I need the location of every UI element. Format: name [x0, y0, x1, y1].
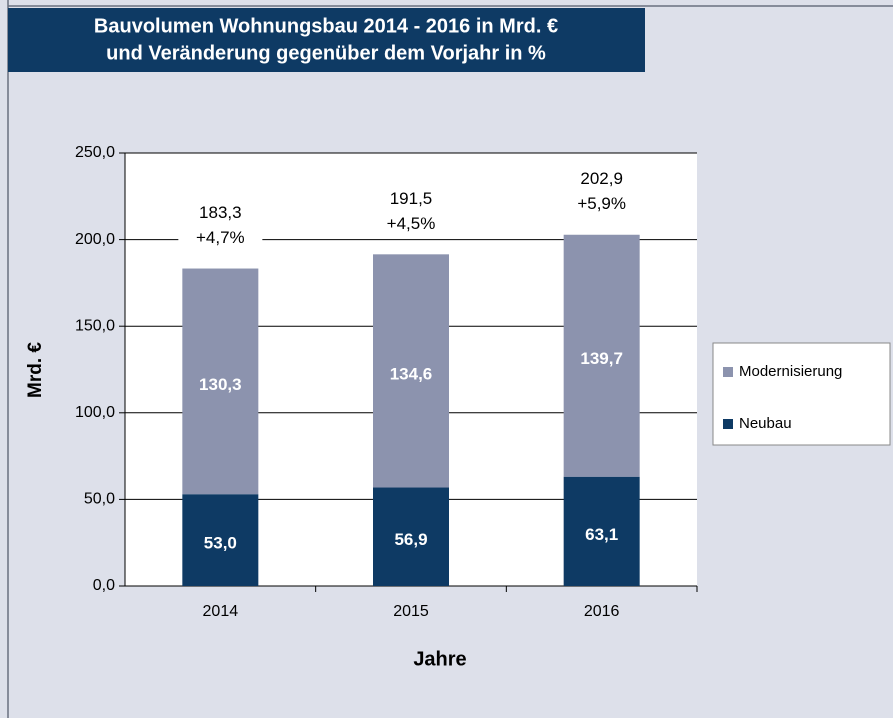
- data-label: 63,1: [585, 525, 618, 544]
- bar-segment: [563, 234, 640, 477]
- data-label: 134,6: [390, 364, 433, 383]
- x-tick-label: 2015: [393, 603, 429, 620]
- legend-label: Neubau: [739, 415, 792, 432]
- total-label: 191,5: [390, 189, 433, 208]
- x-tick-label: 2014: [203, 603, 239, 620]
- y-tick-label: 50,0: [84, 491, 115, 508]
- legend-swatch: [723, 419, 733, 429]
- data-label: 130,3: [199, 375, 242, 394]
- legend-label: Modernisierung: [739, 363, 842, 380]
- y-tick-label: 0,0: [93, 577, 115, 594]
- change-label: +4,5%: [387, 214, 436, 233]
- change-label: +4,7%: [196, 228, 245, 247]
- data-label: 139,7: [580, 349, 623, 368]
- title-box: [8, 8, 645, 72]
- y-tick-label: 150,0: [75, 317, 115, 334]
- data-label: 53,0: [204, 534, 237, 553]
- data-label: 56,9: [394, 530, 427, 549]
- y-tick-label: 200,0: [75, 231, 115, 248]
- legend: [712, 342, 891, 446]
- total-label: 202,9: [580, 169, 623, 188]
- bar-segment: [373, 254, 449, 488]
- y-tick-label: 100,0: [75, 404, 115, 421]
- bar-segment: [373, 487, 449, 586]
- bar-segment: [182, 494, 259, 586]
- change-label: +5,9%: [577, 194, 626, 213]
- chart-title: Bauvolumen Wohnungsbau 2014 - 2016 in Mr…: [94, 15, 558, 37]
- annotation-bg: [369, 186, 453, 239]
- annotation-bg: [559, 166, 644, 219]
- x-tick-label: 2016: [584, 603, 620, 620]
- legend-swatch: [723, 367, 733, 377]
- bar-segment: [182, 268, 259, 495]
- annotation-bg: [178, 200, 263, 253]
- x-axis-title: Jahre: [413, 648, 466, 670]
- chart-title: und Veränderung gegenüber dem Vorjahr in…: [106, 42, 546, 64]
- y-axis-title: Mrd. €: [25, 342, 46, 398]
- total-label: 183,3: [199, 203, 242, 222]
- y-tick-label: 250,0: [75, 144, 115, 161]
- bar-segment: [563, 476, 640, 586]
